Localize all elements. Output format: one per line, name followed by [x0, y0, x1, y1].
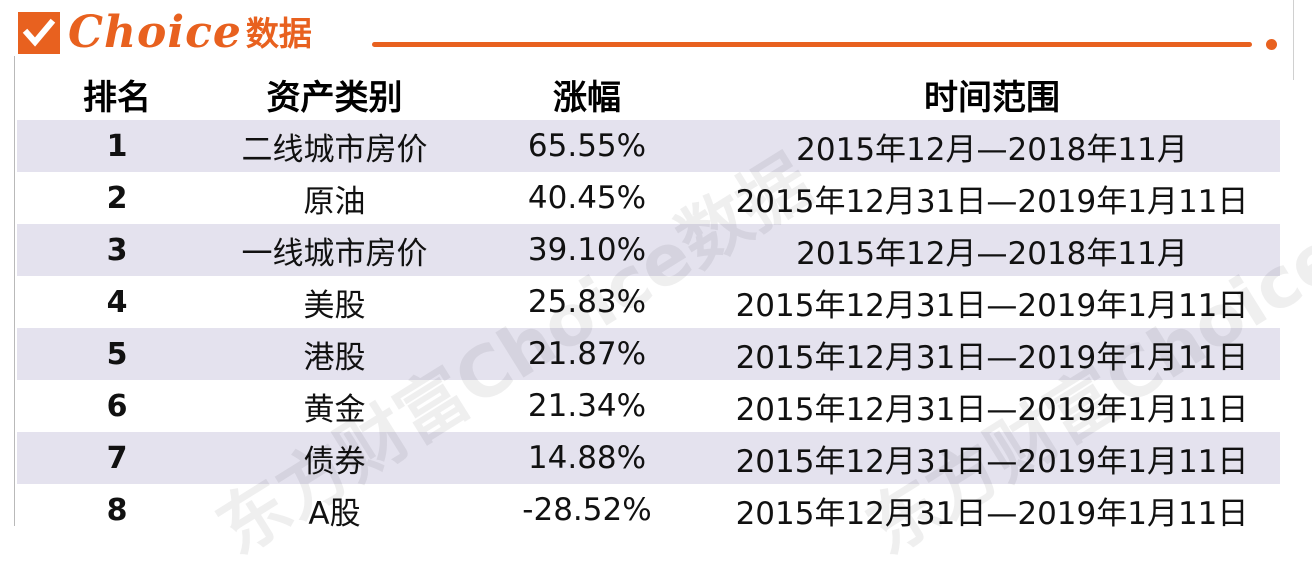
brand-suffix: 数据 [245, 13, 312, 53]
range-cell: 2015年12月31日—2019年1月11日 [735, 183, 1249, 220]
asset-cell: 黄金 [303, 391, 366, 428]
rank-cell: 7 [106, 440, 128, 476]
header-range: 时间范围 [924, 77, 1060, 118]
gain-cell: 65.55% [527, 128, 647, 164]
rank-cell: 6 [106, 388, 128, 424]
table-row: 8 A股 -28.52% 2015年12月31日—2019年1月11日 [17, 484, 1280, 536]
brand-name: Choice [68, 7, 242, 58]
rank-cell: 1 [106, 128, 128, 164]
header-asset: 资产类别 [266, 77, 403, 118]
range-cell: 2015年12月31日—2019年1月11日 [735, 443, 1249, 480]
gain-cell: 39.10% [527, 232, 647, 268]
asset-cell: 原油 [303, 183, 366, 220]
ranking-table: 排名 资产类别 涨幅 时间范围 1 二线城市房价 65.55% 2015年12月… [17, 68, 1280, 536]
table-row: 1 二线城市房价 65.55% 2015年12月—2018年11月 [17, 120, 1280, 172]
gain-cell: 40.45% [527, 180, 647, 216]
brand-dot [1266, 39, 1277, 50]
right-border [1293, 0, 1294, 80]
range-cell: 2015年12月31日—2019年1月11日 [735, 495, 1249, 532]
asset-cell: A股 [308, 495, 361, 532]
gain-cell: -28.52% [522, 492, 652, 528]
table-row: 6 黄金 21.34% 2015年12月31日—2019年1月11日 [17, 380, 1280, 432]
rank-cell: 4 [106, 284, 128, 320]
header-rank: 排名 [83, 77, 151, 118]
rank-cell: 2 [106, 180, 128, 216]
asset-cell: 港股 [303, 339, 366, 376]
gain-cell: 21.87% [527, 336, 647, 372]
table-header: 排名 资产类别 涨幅 时间范围 [17, 68, 1280, 120]
brand-underline [372, 42, 1252, 47]
range-cell: 2015年12月31日—2019年1月11日 [735, 391, 1249, 428]
brand-logo: Choice 数据 [18, 6, 312, 60]
table-row: 4 美股 25.83% 2015年12月31日—2019年1月11日 [17, 276, 1280, 328]
table-row: 7 债券 14.88% 2015年12月31日—2019年1月11日 [17, 432, 1280, 484]
asset-cell: 美股 [303, 287, 366, 324]
checkmark-icon [18, 12, 60, 54]
rank-cell: 8 [106, 492, 128, 528]
asset-cell: 一线城市房价 [241, 235, 428, 272]
gain-cell: 21.34% [527, 388, 647, 424]
range-cell: 2015年12月—2018年11月 [796, 131, 1188, 168]
left-border [14, 56, 15, 526]
asset-cell: 债券 [303, 443, 366, 480]
gain-cell: 14.88% [527, 440, 647, 476]
header-gain: 涨幅 [553, 77, 621, 118]
table-row: 3 一线城市房价 39.10% 2015年12月—2018年11月 [17, 224, 1280, 276]
asset-cell: 二线城市房价 [241, 131, 428, 168]
range-cell: 2015年12月—2018年11月 [796, 235, 1188, 272]
table-row: 2 原油 40.45% 2015年12月31日—2019年1月11日 [17, 172, 1280, 224]
range-cell: 2015年12月31日—2019年1月11日 [735, 339, 1249, 376]
table-row: 5 港股 21.87% 2015年12月31日—2019年1月11日 [17, 328, 1280, 380]
gain-cell: 25.83% [527, 284, 647, 320]
rank-cell: 5 [106, 336, 128, 372]
range-cell: 2015年12月31日—2019年1月11日 [735, 287, 1249, 324]
rank-cell: 3 [106, 232, 128, 268]
